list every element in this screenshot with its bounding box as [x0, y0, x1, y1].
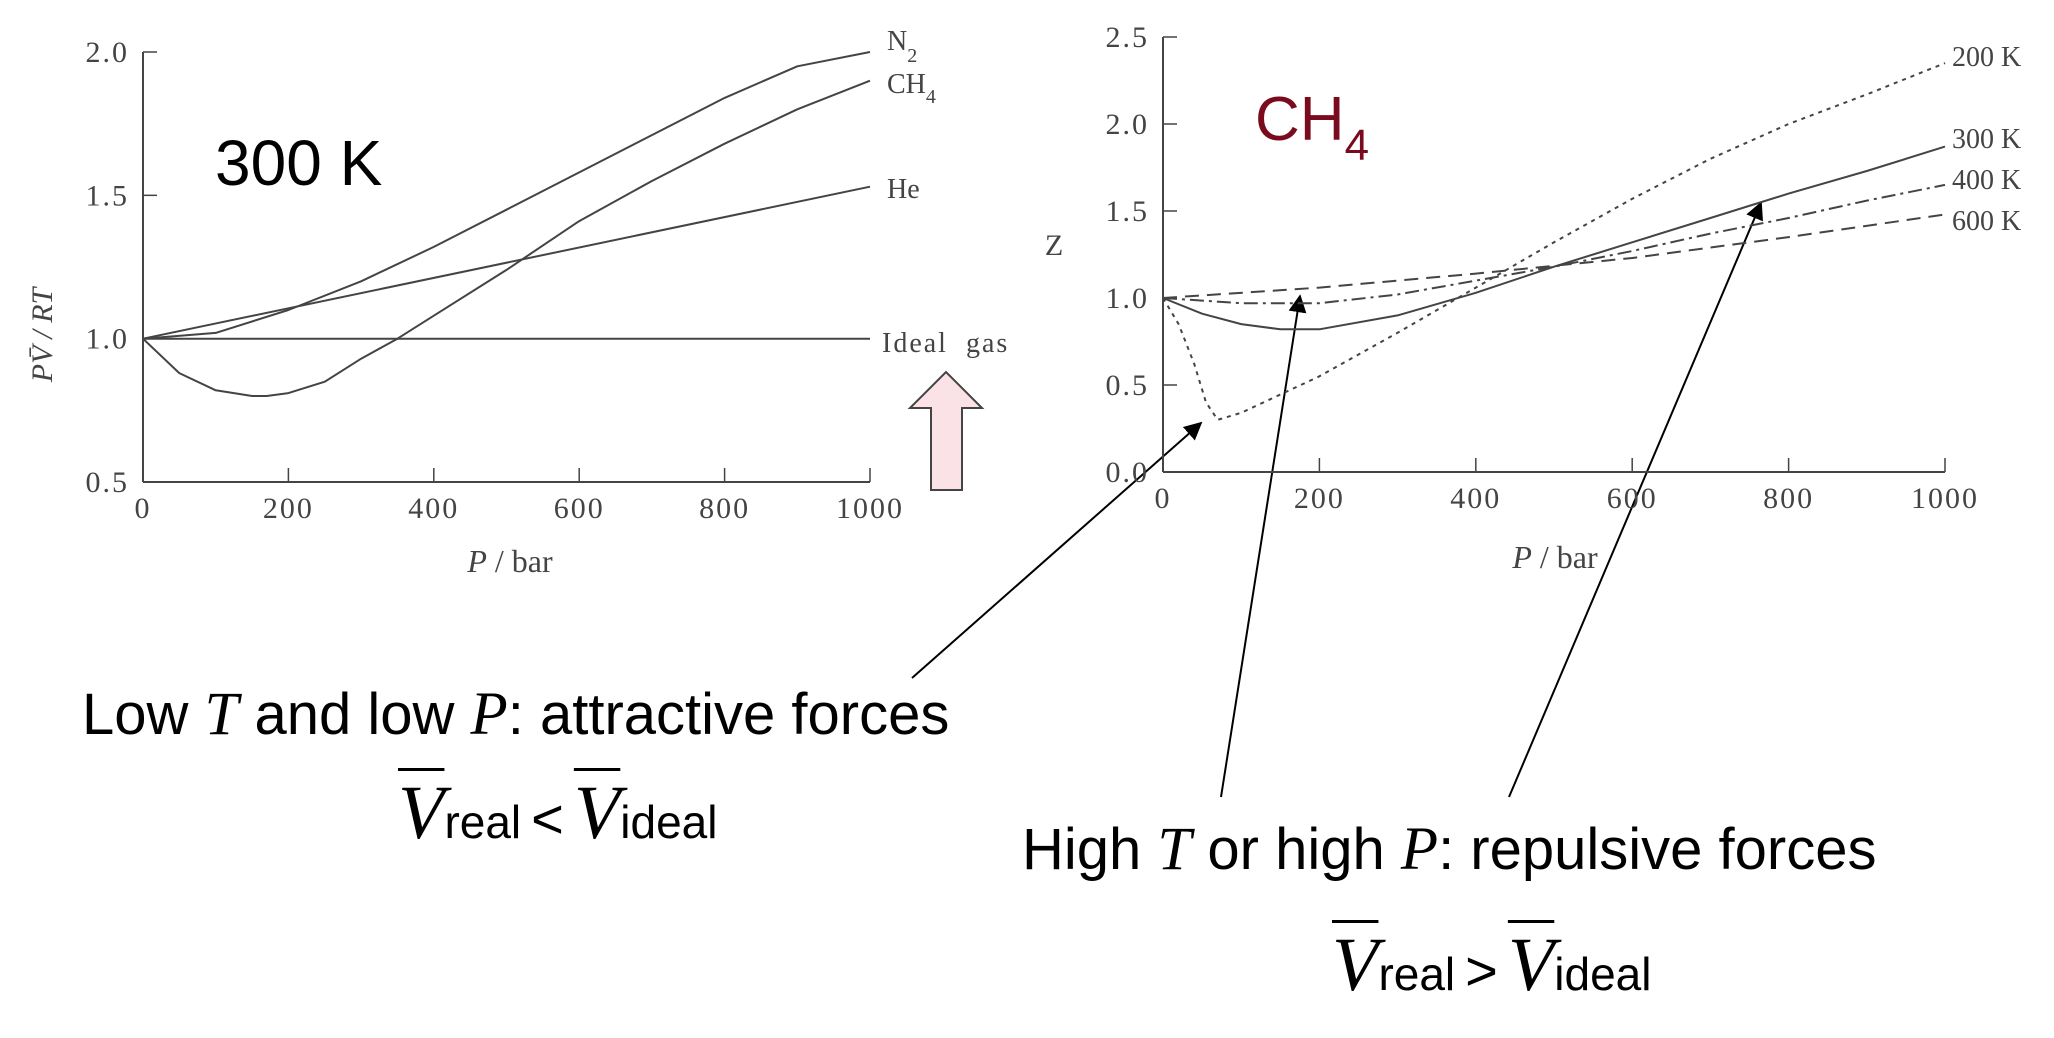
chart2-x-tick-label: 800 — [1763, 482, 1814, 515]
chart1-xlabel-var: P — [466, 543, 487, 579]
chart2-x-tick-label: 600 — [1607, 482, 1658, 515]
chart2-series-600-k — [1162, 213, 1946, 299]
chart2-label-200k: 200 K — [1952, 42, 2021, 73]
chart1-title: 300 K — [215, 127, 382, 199]
formula-real-greater-ideal: Vreal > Videal — [1332, 923, 1652, 1007]
chart2-y-tick-label: 2.5 — [1106, 21, 1150, 54]
repulsive-arrow-1 — [1220, 294, 1307, 798]
chart1-y-tick-label: 1.5 — [86, 179, 130, 212]
chart2-x-tick-label: 0 — [1155, 482, 1172, 515]
chart1-x-tick-label: 0 — [135, 492, 152, 525]
chart2-y-tick-label: 1.5 — [1106, 195, 1150, 228]
repulsive-arrow-2 — [1508, 201, 1763, 798]
up-arrow-icon — [907, 370, 985, 491]
chart1-x-tick-label: 600 — [554, 492, 605, 525]
chart2-label-400k: 400 K — [1952, 165, 2021, 196]
chart2-series-200-k — [1162, 62, 1946, 421]
chart2-series-300-k — [1162, 145, 1946, 331]
chart2-y-tick-label: 1.0 — [1106, 282, 1150, 315]
chart1-x-tick-label: 200 — [263, 492, 314, 525]
repulsive-caption: High T or high P: repulsive forces — [1022, 816, 1877, 883]
formula-real-less-ideal: Vreal < Videal — [398, 771, 718, 855]
chart1-y-tick-label: 2.0 — [86, 36, 130, 69]
chart2-xlabel-var: P — [1511, 539, 1532, 575]
chart1-label-n2: N2 — [887, 26, 917, 67]
chart2-label-600k: 600 K — [1952, 206, 2021, 237]
chart1-y-tick-label: 1.0 — [86, 323, 130, 356]
chart1-series-he — [142, 185, 871, 340]
chart2-series-400-k — [1162, 183, 1946, 305]
chart2-xlabel: P / bar — [1511, 539, 1598, 575]
chart1-y-tick-label: 0.5 — [86, 466, 130, 499]
chart1-x-tick-label: 400 — [408, 492, 459, 525]
chart1-x-tick-label: 1000 — [836, 492, 904, 525]
chart2-xlabel-unit: / bar — [1532, 539, 1598, 575]
chart1-series-n — [142, 51, 871, 340]
chart1-xlabel-unit: / bar — [487, 543, 553, 579]
chart1-label-ch4: CH4 — [887, 69, 936, 108]
attractive-arrow — [911, 421, 1203, 679]
chart2-label-300k: 300 K — [1952, 124, 2021, 155]
chart2-x-tick-label: 400 — [1450, 482, 1501, 515]
chart2-x-tick-label: 200 — [1294, 482, 1345, 515]
chart1-ylabel: PV̄ / RT — [26, 285, 59, 383]
chart1-x-tick-label: 800 — [699, 492, 750, 525]
chart1-label-he: He — [887, 174, 920, 205]
chart2-y-tick-label: 0.0 — [1106, 456, 1150, 489]
chart1-xlabel: P / bar — [466, 543, 553, 579]
chart2-y-tick-label: 2.0 — [1106, 108, 1150, 141]
chart1-series-ch — [142, 79, 871, 397]
chart2-title: CH4 — [1255, 85, 1369, 170]
chart2-y-tick-label: 0.5 — [1106, 369, 1150, 402]
chart1-label-ideal: Ideal gas — [882, 328, 1009, 359]
chart2-x-tick-label: 1000 — [1911, 482, 1979, 515]
chart2-ylabel: Z — [1045, 229, 1063, 262]
attractive-caption: Low T and low P: attractive forces — [82, 681, 950, 748]
